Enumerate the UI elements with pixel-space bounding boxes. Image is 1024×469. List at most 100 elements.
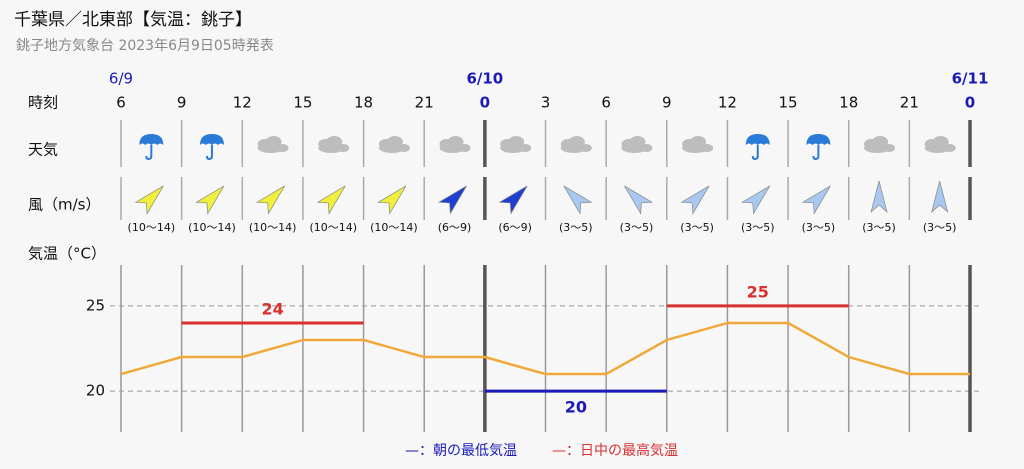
umbrella-canopy [745, 134, 770, 145]
cloud-part [560, 143, 587, 153]
umbrella-handle [812, 145, 820, 161]
cloud-icon [621, 136, 653, 153]
wind-speed-label: (6～9) [438, 221, 472, 234]
hour-label: 9 [662, 94, 672, 112]
hour-label: 18 [354, 94, 373, 112]
umbrella-canopy [806, 134, 831, 145]
wind-speed-label: (3～5) [680, 221, 714, 234]
y-tick-label: 20 [86, 382, 105, 400]
extreme-value-label: 25 [747, 282, 769, 301]
cloud-part [519, 144, 532, 152]
arrow-shape [316, 185, 346, 215]
cloud-part [318, 143, 345, 153]
wind-speed-label: (3～5) [620, 221, 654, 234]
cloud-part [682, 143, 709, 153]
wind-speed-label: (3～5) [802, 221, 836, 234]
wind-arrow [255, 185, 285, 215]
rain-icon [806, 134, 831, 161]
umbrella-canopy [199, 134, 224, 145]
cloud-icon [500, 136, 532, 153]
hour-label: 18 [839, 94, 858, 112]
row-label: 気温（°C） [28, 245, 106, 263]
temperature-line [120, 321, 970, 376]
wind-speed-label: (10～14) [309, 221, 357, 234]
cloud-part [276, 144, 289, 152]
wind-speed-label: (10～14) [370, 221, 418, 234]
hour-label: 21 [415, 94, 434, 112]
wind-arrow [741, 185, 771, 215]
cloud-part [337, 144, 350, 152]
cloud-icon [318, 136, 350, 153]
wind-arrow [134, 185, 164, 215]
wind-arrow [498, 185, 528, 215]
cloud-part [883, 144, 896, 152]
hour-label: 3 [541, 94, 551, 112]
arrow-shape [437, 185, 467, 215]
wind-arrow [870, 180, 888, 214]
cloud-icon [682, 136, 714, 153]
arrow-shape [255, 185, 285, 215]
cloud-icon [924, 136, 956, 153]
wind-speed-label: (3～5) [923, 221, 957, 234]
hour-label: 6 [601, 94, 611, 112]
arrow-shape [563, 185, 593, 215]
umbrella-handle [145, 145, 153, 161]
arrow-shape [801, 185, 831, 215]
subtitle: 銚子地方気象台 2023年6月9日05時発表 [16, 38, 274, 54]
row-label: 風（m/s） [28, 196, 100, 214]
arrow-shape [195, 185, 225, 215]
cloud-icon [560, 136, 592, 153]
arrow-shape [134, 185, 164, 215]
legend-entry: —：日中の最高気温 [552, 442, 678, 459]
wind-speed-label: (6～9) [498, 221, 532, 234]
hour-label: 15 [779, 94, 798, 112]
cloud-part [943, 144, 956, 152]
wind-speed-label: (3～5) [559, 221, 593, 234]
arrow-shape [680, 185, 710, 215]
date-label: 6/9 [109, 70, 133, 88]
cloud-icon [378, 136, 410, 153]
cloud-part [500, 143, 527, 153]
cloud-part [701, 144, 714, 152]
wind-arrow [563, 185, 593, 215]
wind-speed-label: (3～5) [741, 221, 775, 234]
wind-arrow [316, 185, 346, 215]
cloud-part [257, 143, 284, 153]
arrow-shape [377, 185, 407, 215]
umbrella-canopy [139, 134, 164, 145]
wind-arrow [931, 180, 949, 214]
wind-arrow [195, 185, 225, 215]
wind-arrow [680, 185, 710, 215]
cloud-icon [864, 136, 896, 153]
umbrella-handle [205, 145, 213, 161]
umbrella-handle [751, 145, 759, 161]
wind-arrow [624, 185, 654, 215]
cloud-part [864, 143, 891, 153]
rain-icon [199, 134, 224, 161]
cloud-part [579, 144, 592, 152]
wind-arrow [377, 185, 407, 215]
cloud-part [439, 143, 466, 153]
hour-label: 6 [116, 94, 126, 112]
row-label: 天気 [28, 141, 58, 159]
date-label: 6/11 [952, 70, 989, 88]
extreme-value-label: 24 [261, 299, 283, 318]
cloud-part [458, 144, 471, 152]
rain-icon [139, 134, 164, 161]
hour-label: 0 [480, 94, 490, 112]
arrow-shape [741, 185, 771, 215]
wind-speed-label: (3～5) [862, 221, 896, 234]
hour-label: 9 [177, 94, 187, 112]
hour-label: 15 [293, 94, 312, 112]
cloud-icon [439, 136, 471, 153]
arrow-shape [498, 185, 528, 215]
legend-entry: —：朝の最低気温 [405, 443, 517, 459]
hour-label: 0 [965, 94, 975, 112]
cloud-part [397, 144, 410, 152]
title: 千葉県／北東部【気温：銚子】 [14, 10, 252, 30]
rain-icon [745, 134, 770, 161]
cloud-part [640, 144, 653, 152]
hour-label: 21 [900, 94, 919, 112]
